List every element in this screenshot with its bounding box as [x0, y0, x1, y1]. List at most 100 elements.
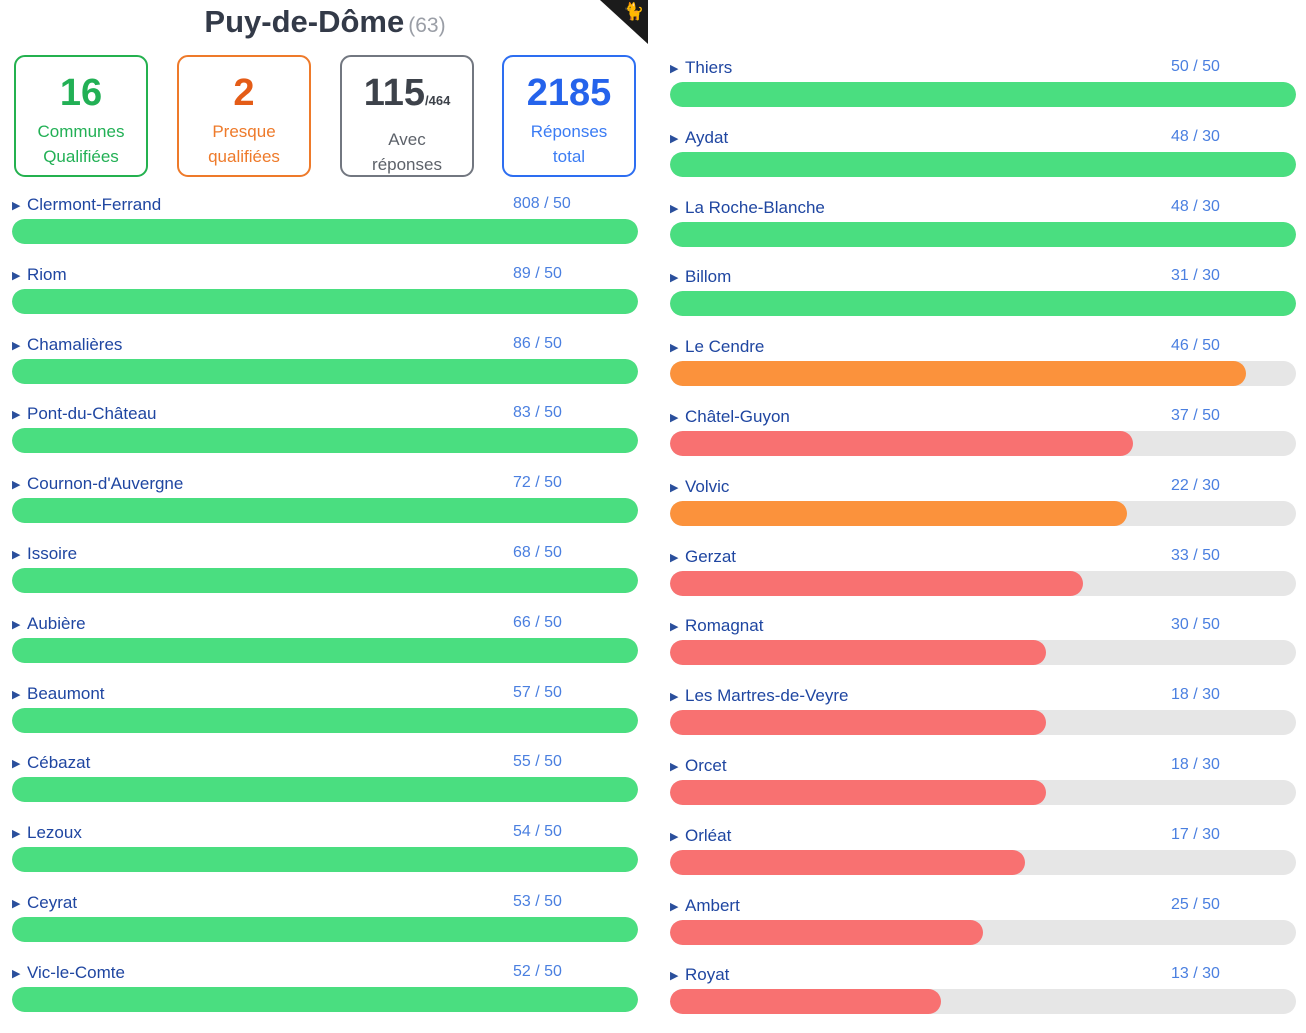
commune-summary-toggle[interactable]: ▶ Thiers 50 / 50: [670, 56, 1296, 84]
commune-score: 55 / 50: [513, 753, 562, 771]
disclosure-triangle-icon: ▶: [670, 481, 679, 494]
progress-track: [670, 361, 1296, 387]
progress-fill: [12, 498, 638, 524]
stat-value: 2: [233, 72, 255, 114]
commune-row: ▶ Cébazat 55 / 50: [12, 751, 638, 821]
commune-summary-toggle[interactable]: ▶ Issoire 68 / 50: [12, 542, 638, 570]
disclosure-triangle-icon: ▶: [670, 342, 679, 355]
commune-summary-toggle[interactable]: ▶ Les Martres-de-Veyre 18 / 30: [670, 684, 1296, 712]
commune-summary-toggle[interactable]: ▶ Riom 89 / 50: [12, 263, 638, 291]
commune-score: 31 / 30: [1171, 267, 1220, 285]
commune-row: ▶ Gerzat 33 / 50: [670, 545, 1296, 615]
commune-row: ▶ Vic-le-Comte 52 / 50: [12, 961, 638, 1031]
disclosure-triangle-icon: ▶: [12, 967, 21, 980]
commune-score: 17 / 30: [1171, 825, 1220, 843]
commune-name: Cournon-d'Auvergne: [27, 474, 184, 494]
progress-track: [670, 640, 1296, 666]
commune-name: Lezoux: [27, 823, 82, 843]
commune-row: ▶ La Roche-Blanche 48 / 30: [670, 196, 1296, 266]
commune-row: ▶ Pont-du-Château 83 / 50: [12, 402, 638, 472]
commune-name: Billom: [685, 267, 732, 287]
commune-score: 25 / 50: [1171, 895, 1220, 913]
progress-fill: [670, 221, 1296, 247]
commune-summary-toggle[interactable]: ▶ Volvic 22 / 30: [670, 475, 1296, 503]
commune-row: ▶ Thiers 50 / 50: [670, 56, 1296, 126]
commune-name: Clermont-Ferrand: [27, 195, 162, 214]
disclosure-triangle-icon: ▶: [670, 202, 679, 215]
commune-name: Chamalières: [27, 334, 123, 354]
stat-total-responses: 2185 Réponses total: [502, 55, 636, 177]
progress-track: [670, 430, 1296, 456]
commune-summary-toggle[interactable]: ▶ Aubière 66 / 50: [12, 612, 638, 640]
commune-name: Ambert: [685, 895, 740, 915]
commune-summary-toggle[interactable]: ▶ Orléat 17 / 30: [670, 824, 1296, 852]
commune-row: ▶ Ambert 25 / 50: [670, 894, 1296, 964]
commune-score: 89 / 50: [513, 264, 562, 282]
disclosure-triangle-icon: ▶: [670, 621, 679, 634]
commune-summary-toggle[interactable]: ▶ Châtel-Guyon 37 / 50: [670, 405, 1296, 433]
department-name: Puy-de-Dôme: [204, 4, 405, 39]
progress-track: [670, 500, 1296, 526]
progress-fill: [12, 707, 638, 733]
commune-summary-toggle[interactable]: ▶ Aydat 48 / 30: [670, 126, 1296, 154]
commune-name: Le Cendre: [685, 337, 765, 357]
commune-score: 30 / 50: [1171, 616, 1220, 634]
progress-track: [670, 849, 1296, 875]
commune-summary-toggle[interactable]: ▶ Gerzat 33 / 50: [670, 545, 1296, 573]
progress-fill: [12, 777, 638, 803]
progress-fill: [670, 151, 1296, 177]
commune-summary-toggle[interactable]: ▶ Clermont-Ferrand 808 / 50: [12, 193, 638, 221]
commune-name: Romagnat: [685, 616, 764, 636]
commune-summary-toggle[interactable]: ▶ Cournon-d'Auvergne 72 / 50: [12, 472, 638, 500]
stat-label-line2: réponses: [372, 155, 442, 174]
commune-name: Beaumont: [27, 683, 105, 703]
commune-score: 53 / 50: [513, 892, 562, 910]
progress-fill: [12, 567, 638, 593]
commune-score: 808 / 50: [513, 195, 571, 212]
progress-track: [12, 288, 638, 314]
commune-score: 86 / 50: [513, 334, 562, 352]
github-corner-link[interactable]: 🐈: [600, 0, 648, 44]
commune-summary-toggle[interactable]: ▶ Ceyrat 53 / 50: [12, 891, 638, 919]
progress-fill: [12, 637, 638, 663]
stat-qualified-communes: 16 Communes Qualifiées: [14, 55, 148, 177]
progress-fill: [670, 849, 1025, 875]
disclosure-triangle-icon: ▶: [12, 200, 21, 212]
commune-summary-toggle[interactable]: ▶ Beaumont 57 / 50: [12, 682, 638, 710]
progress-fill: [670, 710, 1046, 736]
commune-row: ▶ Royat 13 / 30: [670, 963, 1296, 1033]
progress-track: [12, 847, 638, 873]
stat-almost-qualified: 2 Presque qualifiées: [177, 55, 311, 177]
commune-summary-toggle[interactable]: ▶ Vic-le-Comte 52 / 50: [12, 961, 638, 989]
commune-summary-toggle[interactable]: ▶ Billom 31 / 30: [670, 265, 1296, 293]
commune-summary-toggle[interactable]: ▶ Lezoux 54 / 50: [12, 821, 638, 849]
commune-summary-toggle[interactable]: ▶ Le Cendre 46 / 50: [670, 335, 1296, 363]
commune-name: Orcet: [685, 755, 727, 775]
progress-track: [670, 221, 1296, 247]
commune-row: ▶ Beaumont 57 / 50: [12, 682, 638, 752]
disclosure-triangle-icon: ▶: [670, 411, 679, 424]
commune-row: ▶ Cournon-d'Auvergne 72 / 50: [12, 472, 638, 542]
commune-name: Vic-le-Comte: [27, 962, 125, 982]
commune-summary-toggle[interactable]: ▶ La Roche-Blanche 48 / 30: [670, 196, 1296, 224]
commune-score: 83 / 50: [513, 404, 562, 422]
disclosure-triangle-icon: ▶: [670, 760, 679, 773]
commune-summary-toggle[interactable]: ▶ Pont-du-Château 83 / 50: [12, 402, 638, 430]
commune-score: 46 / 50: [1171, 337, 1220, 355]
commune-row: ▶ Issoire 68 / 50: [12, 542, 638, 612]
disclosure-triangle-icon: ▶: [12, 479, 21, 492]
commune-summary-toggle[interactable]: ▶ Cébazat 55 / 50: [12, 751, 638, 779]
commune-summary-toggle[interactable]: ▶ Royat 13 / 30: [670, 963, 1296, 991]
stat-label-line1: Réponses: [530, 122, 608, 141]
commune-summary-toggle[interactable]: ▶ Chamalières 86 / 50: [12, 333, 638, 361]
commune-summary-toggle[interactable]: ▶ Orcet 18 / 30: [670, 754, 1296, 782]
disclosure-triangle-icon: ▶: [12, 409, 21, 422]
progress-track: [12, 567, 638, 593]
commune-score: 57 / 50: [513, 683, 562, 701]
progress-fill: [670, 570, 1084, 596]
commune-name: Thiers: [685, 58, 733, 77]
commune-summary-toggle[interactable]: ▶ Romagnat 30 / 50: [670, 614, 1296, 642]
page-title: Puy-de-Dôme (63): [0, 0, 650, 44]
commune-summary-toggle[interactable]: ▶ Ambert 25 / 50: [670, 894, 1296, 922]
commune-score: 52 / 50: [513, 962, 562, 980]
